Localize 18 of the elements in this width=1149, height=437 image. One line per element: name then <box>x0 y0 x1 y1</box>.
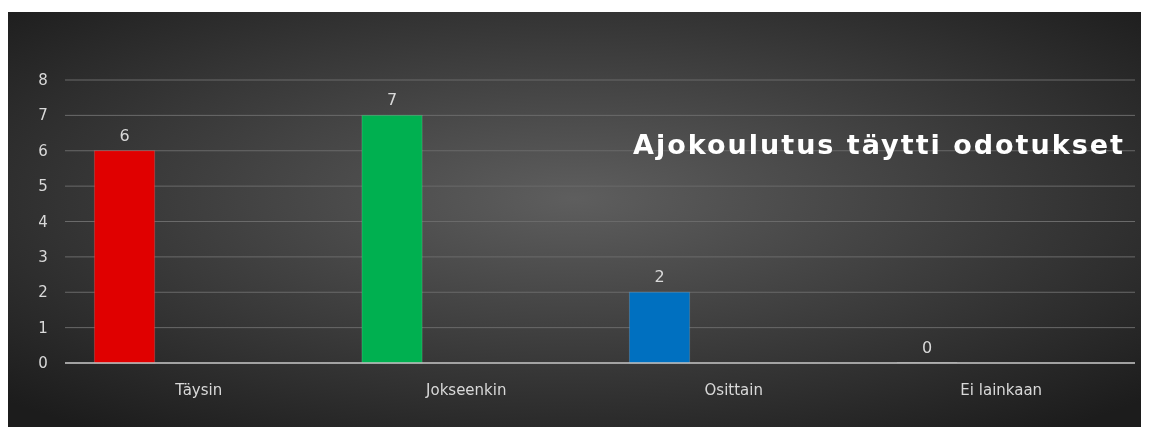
y-tick-label: 0 <box>38 354 48 372</box>
data-label: 2 <box>654 267 665 287</box>
y-tick-label: 3 <box>38 247 48 266</box>
data-label: 0 <box>921 338 933 357</box>
data-label: 7 <box>386 90 398 110</box>
y-tick-label: 4 <box>38 212 48 231</box>
data-label: 6 <box>119 125 130 145</box>
y-tick-label: 2 <box>38 283 48 302</box>
y-tick-label: 1 <box>38 318 48 337</box>
y-tick-label: 6 <box>38 141 48 160</box>
y-tick-label: 7 <box>38 106 48 125</box>
text: Ajokoulutus täytti odotukset <box>633 129 1125 160</box>
y-tick-label: 5 <box>38 177 48 196</box>
x-tick-label: Osittain <box>704 381 763 399</box>
y-tick-label: 8 <box>38 71 48 89</box>
x-tick-label: Jokseenkin <box>425 381 507 399</box>
x-tick-label: Ei lainkaan <box>960 381 1043 399</box>
x-tick-label: Täysin <box>174 381 223 399</box>
